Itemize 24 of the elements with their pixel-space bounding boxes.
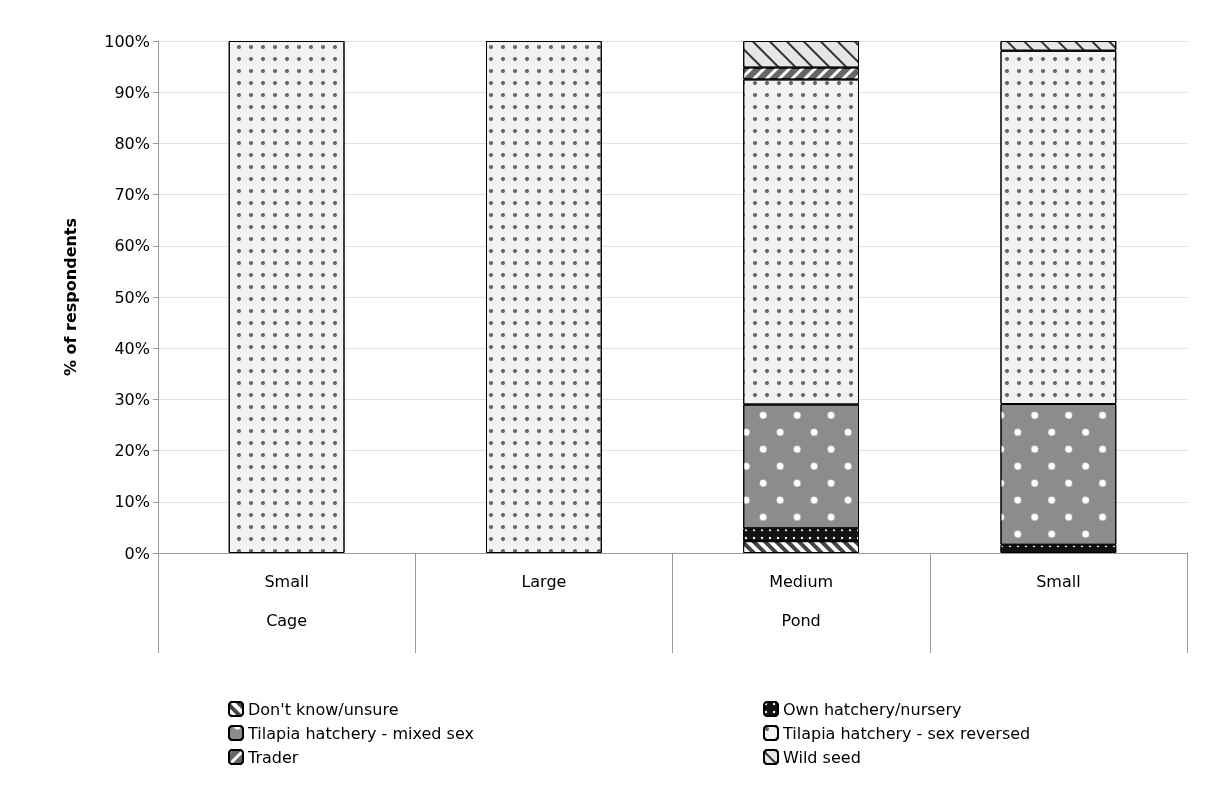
y-tick-label: 60% xyxy=(114,236,150,256)
y-tick-label: 50% xyxy=(114,287,150,307)
legend-label: Wild seed xyxy=(783,747,861,767)
text: Pond xyxy=(781,610,821,630)
y-tick-label: 30% xyxy=(114,389,150,409)
y-tick-label: 80% xyxy=(114,133,150,153)
x-tick-label: Small xyxy=(1036,571,1081,591)
y-tick-label: 0% xyxy=(124,543,150,563)
text: Cage xyxy=(266,610,308,630)
y-axis-title: % of respondents xyxy=(60,217,80,377)
y-tick-label: 10% xyxy=(114,492,150,512)
y-tick-label: 20% xyxy=(114,441,150,461)
x-tick-label: Small xyxy=(264,571,309,591)
x-tick-label: Medium xyxy=(769,571,834,591)
legend-label: Tilapia hatchery - sex reversed xyxy=(782,723,1031,743)
x-tick-label: Large xyxy=(521,571,567,591)
y-tick-label: 40% xyxy=(114,338,150,358)
y-tick-label: 90% xyxy=(114,82,150,102)
legend-label: Own hatchery/nursery xyxy=(783,699,962,719)
y-tick-label: 70% xyxy=(114,185,150,205)
legend-label: Tilapia hatchery - mixed sex xyxy=(247,723,474,743)
legend-label: Trader xyxy=(247,747,299,767)
legend-label: Don't know/unsure xyxy=(248,699,399,719)
y-tick-label: 100% xyxy=(104,31,150,51)
